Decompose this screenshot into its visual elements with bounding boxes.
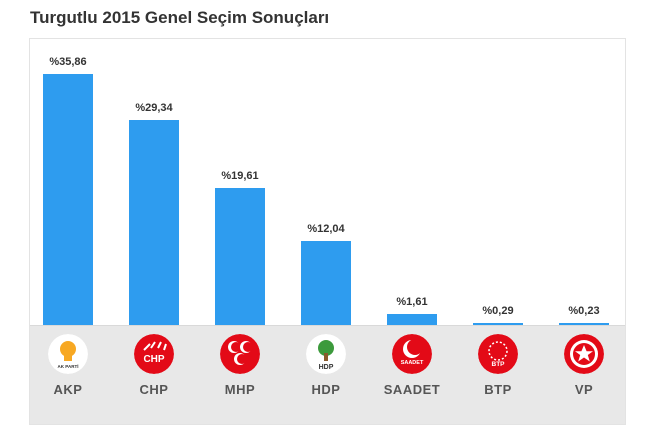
plot-area: %35,86 %29,34 %19,61 %12,04 %1,61 %0,29 %0,23 bbox=[30, 39, 625, 325]
svg-text:CHP: CHP bbox=[143, 354, 164, 365]
data-label-mhp: %19,61 bbox=[221, 169, 259, 182]
tick-label-chp: CHP bbox=[139, 382, 169, 397]
chart-panel: %35,86 %29,34 %19,61 %12,04 %1,61 %0,29 %0,23 … bbox=[29, 38, 626, 425]
hdp-tree-logo: HDP bbox=[306, 334, 346, 374]
party-logo-strip: AK PARTİ AKP CHP CHP MHP HDP HDP SAADET SAADET BT… bbox=[30, 326, 625, 424]
data-label-btp: %0,29 bbox=[482, 304, 514, 317]
data-label-chp: %29,34 bbox=[135, 101, 173, 114]
svg-text:HDP: HDP bbox=[319, 364, 334, 371]
akp-lightbulb-logo: AK PARTİ bbox=[48, 334, 88, 374]
data-label-vp: %0,23 bbox=[568, 305, 600, 318]
data-label-akp: %35,86 bbox=[49, 55, 87, 68]
tick-label-akp: AKP bbox=[53, 382, 83, 397]
btp-star-circle-logo: BTP bbox=[478, 334, 518, 374]
chp-six-arrows-logo: CHP bbox=[134, 334, 174, 374]
bar-hdp bbox=[301, 240, 351, 325]
svg-text:SAADET: SAADET bbox=[401, 360, 424, 366]
data-label-hdp: %12,04 bbox=[307, 222, 345, 235]
tick-label-btp: BTP bbox=[484, 382, 512, 397]
svg-text:BTP: BTP bbox=[492, 361, 506, 368]
bar-vp bbox=[559, 323, 609, 325]
bar-chp bbox=[129, 119, 179, 325]
bar-akp bbox=[43, 73, 93, 325]
tick-label-saadet: SAADET bbox=[383, 382, 441, 397]
svg-text:AK PARTİ: AK PARTİ bbox=[58, 363, 79, 369]
bar-btp bbox=[473, 322, 523, 325]
tick-label-hdp: HDP bbox=[311, 382, 341, 397]
tick-label-mhp: MHP bbox=[224, 382, 256, 397]
bar-mhp bbox=[215, 187, 265, 325]
vp-star-logo bbox=[564, 334, 604, 374]
data-label-saadet: %1,61 bbox=[396, 295, 428, 308]
mhp-three-crescents-logo bbox=[220, 334, 260, 374]
saadet-crescent-logo: SAADET bbox=[392, 334, 432, 374]
bar-saadet bbox=[387, 313, 437, 325]
tick-label-vp: VP bbox=[574, 382, 594, 397]
chart-title: Turgutlu 2015 Genel Seçim Sonuçları bbox=[30, 8, 330, 27]
x-axis-baseline bbox=[30, 325, 625, 326]
